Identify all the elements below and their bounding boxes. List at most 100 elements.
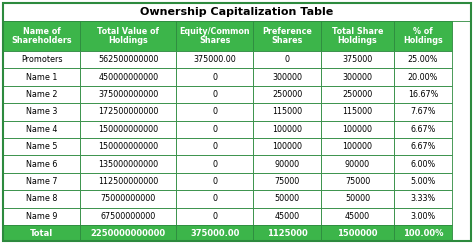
Bar xyxy=(3,208,80,225)
Bar xyxy=(80,86,176,103)
Text: Total: Total xyxy=(30,228,53,237)
Text: 25.00%: 25.00% xyxy=(408,55,438,64)
Text: 6.67%: 6.67% xyxy=(410,125,436,134)
Text: 90000: 90000 xyxy=(275,160,300,169)
Bar xyxy=(176,190,254,208)
Bar xyxy=(3,86,80,103)
Bar xyxy=(321,103,394,121)
Bar xyxy=(394,21,452,51)
Text: 0: 0 xyxy=(212,194,217,203)
Text: 135000000000: 135000000000 xyxy=(98,160,158,169)
Bar xyxy=(394,138,452,155)
Bar xyxy=(254,208,321,225)
Text: 1500000: 1500000 xyxy=(337,228,378,237)
Text: 115000: 115000 xyxy=(272,107,302,116)
Text: 450000000000: 450000000000 xyxy=(98,73,158,81)
Text: Name 1: Name 1 xyxy=(26,73,57,81)
Bar xyxy=(321,225,394,241)
Text: 75000: 75000 xyxy=(275,177,300,186)
Text: 172500000000: 172500000000 xyxy=(98,107,158,116)
Text: 375000.00: 375000.00 xyxy=(190,228,239,237)
Bar xyxy=(3,225,80,241)
Bar xyxy=(321,173,394,190)
Text: 0: 0 xyxy=(212,90,217,99)
Bar xyxy=(80,138,176,155)
Bar xyxy=(254,155,321,173)
Text: 100000: 100000 xyxy=(272,142,302,151)
Bar xyxy=(80,173,176,190)
Text: Total Value of
Holdings: Total Value of Holdings xyxy=(97,27,159,45)
Bar xyxy=(394,121,452,138)
Text: 150000000000: 150000000000 xyxy=(98,125,158,134)
Bar xyxy=(176,155,254,173)
Text: 250000: 250000 xyxy=(272,90,302,99)
Text: Name 5: Name 5 xyxy=(26,142,57,151)
Bar xyxy=(176,103,254,121)
Text: 16.67%: 16.67% xyxy=(408,90,438,99)
Text: 7.67%: 7.67% xyxy=(410,107,436,116)
Text: 112500000000: 112500000000 xyxy=(98,177,158,186)
Text: 300000: 300000 xyxy=(343,73,373,81)
Bar xyxy=(254,103,321,121)
Bar xyxy=(80,155,176,173)
Bar xyxy=(394,208,452,225)
Text: 0: 0 xyxy=(212,212,217,221)
Bar xyxy=(394,86,452,103)
Bar xyxy=(394,68,452,86)
Bar xyxy=(321,155,394,173)
Text: Name 6: Name 6 xyxy=(26,160,57,169)
Text: 100.00%: 100.00% xyxy=(403,228,443,237)
Text: 100000: 100000 xyxy=(272,125,302,134)
Bar xyxy=(176,208,254,225)
Text: 0: 0 xyxy=(212,142,217,151)
Bar xyxy=(321,86,394,103)
Bar xyxy=(176,86,254,103)
Bar xyxy=(3,3,471,21)
Text: 115000: 115000 xyxy=(342,107,373,116)
Bar xyxy=(80,208,176,225)
Text: 250000: 250000 xyxy=(342,90,373,99)
Text: 75000: 75000 xyxy=(345,177,370,186)
Bar xyxy=(321,138,394,155)
Bar xyxy=(176,138,254,155)
Text: 0: 0 xyxy=(212,160,217,169)
Bar xyxy=(80,68,176,86)
Bar xyxy=(321,68,394,86)
Text: 67500000000: 67500000000 xyxy=(100,212,156,221)
Text: 3.00%: 3.00% xyxy=(410,212,436,221)
Bar xyxy=(321,21,394,51)
Bar xyxy=(176,121,254,138)
Bar xyxy=(3,173,80,190)
Text: 6.00%: 6.00% xyxy=(410,160,436,169)
Bar xyxy=(3,68,80,86)
Text: 562500000000: 562500000000 xyxy=(98,55,158,64)
Text: 100000: 100000 xyxy=(343,142,373,151)
Text: 150000000000: 150000000000 xyxy=(98,142,158,151)
Text: 0: 0 xyxy=(212,73,217,81)
Bar xyxy=(176,173,254,190)
Text: 0: 0 xyxy=(212,125,217,134)
Text: Name 2: Name 2 xyxy=(26,90,57,99)
Text: 6.67%: 6.67% xyxy=(410,142,436,151)
Bar xyxy=(254,138,321,155)
Text: 50000: 50000 xyxy=(345,194,370,203)
Bar xyxy=(80,121,176,138)
Bar xyxy=(321,208,394,225)
Bar xyxy=(394,173,452,190)
Bar xyxy=(394,51,452,68)
Text: 300000: 300000 xyxy=(272,73,302,81)
Text: Name 8: Name 8 xyxy=(26,194,57,203)
Text: 375000: 375000 xyxy=(342,55,373,64)
Text: Name 9: Name 9 xyxy=(26,212,57,221)
Bar xyxy=(254,225,321,241)
Bar xyxy=(394,155,452,173)
Text: Total Share
Holdings: Total Share Holdings xyxy=(332,27,383,45)
Bar xyxy=(3,121,80,138)
Text: 5.00%: 5.00% xyxy=(410,177,436,186)
Bar xyxy=(176,21,254,51)
Text: Preference
Shares: Preference Shares xyxy=(263,27,312,45)
Text: 3.33%: 3.33% xyxy=(410,194,436,203)
Text: 90000: 90000 xyxy=(345,160,370,169)
Text: 0: 0 xyxy=(285,55,290,64)
Bar xyxy=(80,225,176,241)
